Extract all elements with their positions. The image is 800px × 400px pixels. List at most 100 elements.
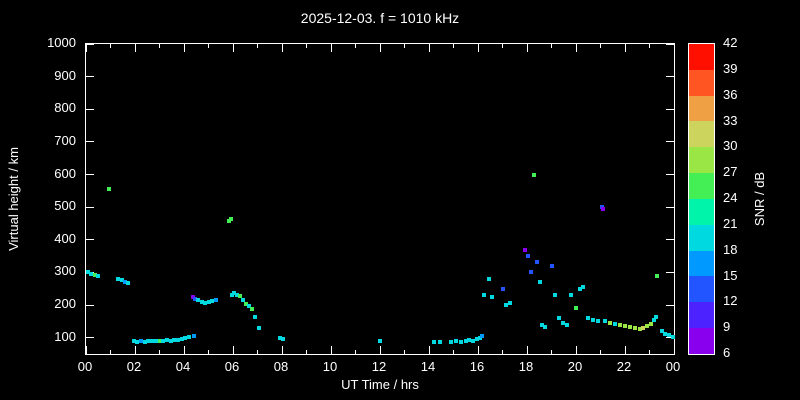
data-point xyxy=(528,270,533,275)
colorbar-segment xyxy=(689,328,714,354)
colorbar-segment xyxy=(689,44,714,70)
data-point xyxy=(526,254,531,259)
data-point xyxy=(654,315,659,320)
x-tick-mark xyxy=(477,44,479,52)
data-point xyxy=(153,338,158,343)
colorbar-segment xyxy=(689,173,714,199)
data-point xyxy=(213,298,218,303)
data-point xyxy=(190,295,195,300)
x-tick-mark xyxy=(281,44,283,52)
x-minor-tick-mark xyxy=(257,350,258,354)
x-tick-mark xyxy=(379,346,381,354)
data-point xyxy=(477,335,482,340)
data-point xyxy=(123,279,128,284)
x-tick-mark xyxy=(281,346,283,354)
data-point xyxy=(246,304,251,309)
y-tick-mark xyxy=(86,141,94,143)
x-tick-mark xyxy=(575,44,577,52)
y-tick-mark xyxy=(666,239,674,241)
x-minor-tick-mark xyxy=(355,44,356,48)
data-point xyxy=(142,339,147,344)
y-tick-mark xyxy=(86,43,94,45)
data-point xyxy=(654,273,659,278)
colorbar-segment xyxy=(689,250,714,277)
data-point xyxy=(161,339,166,344)
y-tick-mark xyxy=(86,108,94,110)
data-point xyxy=(601,207,606,212)
x-tick-label: 10 xyxy=(322,359,338,374)
data-point xyxy=(599,205,604,210)
data-point xyxy=(667,333,672,338)
x-tick-label: 12 xyxy=(371,359,387,374)
data-point xyxy=(596,319,601,324)
colorbar-tick-label: 15 xyxy=(723,267,738,283)
colorbar-segment xyxy=(689,95,714,122)
data-point xyxy=(574,306,578,311)
data-point xyxy=(507,301,512,306)
plot-area xyxy=(85,43,675,355)
x-axis-label: UT Time / hrs xyxy=(341,377,419,392)
colorbar-tick-label: 24 xyxy=(723,190,738,205)
y-tick-mark xyxy=(666,304,674,306)
data-point xyxy=(500,286,505,291)
data-point xyxy=(535,259,540,264)
data-point xyxy=(458,339,463,344)
x-tick-mark xyxy=(134,44,136,52)
data-point xyxy=(92,273,97,278)
data-point xyxy=(115,276,120,281)
data-point xyxy=(564,322,569,327)
x-tick-mark xyxy=(526,346,528,354)
x-minor-tick-mark xyxy=(600,350,601,354)
x-tick-label: 02 xyxy=(126,359,142,374)
y-tick-label: 600 xyxy=(54,165,76,181)
colorbar-tick-label: 12 xyxy=(723,293,738,309)
y-tick-mark xyxy=(666,337,674,339)
data-point xyxy=(482,292,487,297)
data-point xyxy=(175,337,180,342)
data-point xyxy=(537,280,542,285)
x-tick-mark xyxy=(575,346,577,354)
x-tick-mark xyxy=(526,44,528,52)
data-point xyxy=(229,293,234,298)
x-tick-mark xyxy=(330,346,332,354)
data-point xyxy=(487,276,492,281)
data-point xyxy=(229,216,234,221)
data-point xyxy=(645,324,650,329)
x-minor-tick-mark xyxy=(208,44,209,48)
data-point xyxy=(659,329,664,334)
colorbar xyxy=(688,43,715,355)
data-point xyxy=(586,316,591,321)
colorbar-tick-label: 21 xyxy=(723,215,738,231)
data-point xyxy=(256,325,261,330)
data-point xyxy=(139,338,144,343)
x-minor-tick-mark xyxy=(208,350,209,354)
data-point xyxy=(467,338,472,343)
data-point xyxy=(569,293,574,298)
data-point xyxy=(648,322,653,327)
colorbar-tick-label: 9 xyxy=(723,319,731,335)
colorbar-label: SNR / dB xyxy=(752,171,767,227)
data-point xyxy=(663,331,668,336)
x-minor-tick-mark xyxy=(453,350,454,354)
data-point xyxy=(210,299,215,304)
data-point xyxy=(613,322,618,327)
data-point xyxy=(540,322,545,327)
y-tick-label: 1000 xyxy=(47,35,76,50)
x-tick-mark xyxy=(232,346,234,354)
data-point xyxy=(591,317,596,322)
data-point xyxy=(238,294,243,299)
y-tick-mark xyxy=(86,206,94,208)
y-tick-label: 700 xyxy=(54,132,76,148)
data-point xyxy=(119,278,124,283)
data-point xyxy=(135,339,140,344)
data-point xyxy=(449,339,454,344)
x-tick-mark xyxy=(379,44,381,52)
x-tick-mark xyxy=(232,44,234,52)
x-minor-tick-mark xyxy=(502,350,503,354)
data-point xyxy=(670,335,675,340)
y-tick-mark xyxy=(666,206,674,208)
data-point xyxy=(543,324,548,329)
y-tick-mark xyxy=(666,141,674,143)
x-tick-label: 06 xyxy=(224,359,240,374)
y-tick-label: 900 xyxy=(54,67,76,83)
